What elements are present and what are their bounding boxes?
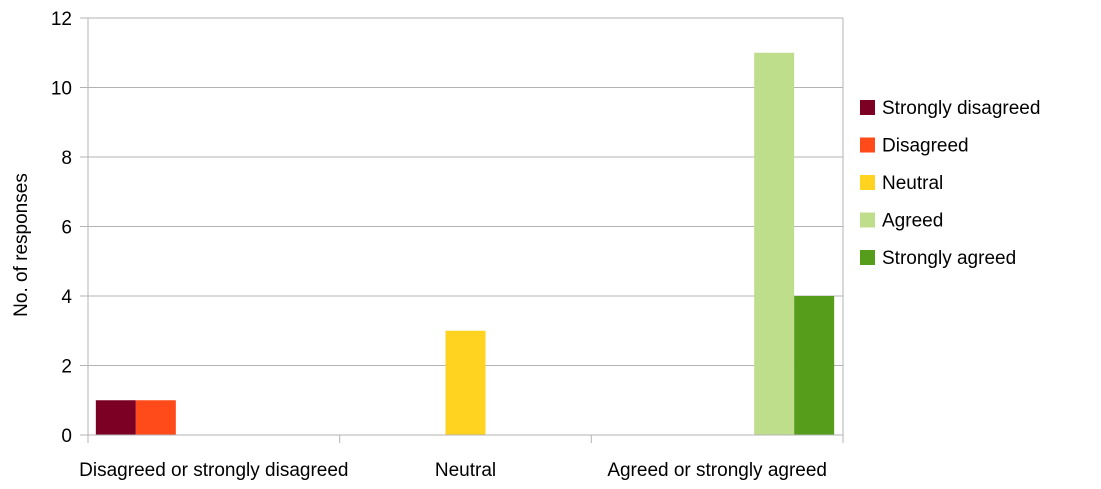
bars [95,52,835,435]
legend-item: Strongly disagreed [860,98,1040,119]
bar-strongly-disagreed [95,400,136,435]
legend: Strongly disagreed Disagreed Neutral Agreed… [860,98,1040,269]
legend-swatch [860,100,875,115]
legend-swatch [860,175,875,190]
legend-label: Strongly disagreed [882,98,1040,119]
y-tick-label: 2 [61,357,72,378]
legend-item: Agreed [860,211,943,232]
axes [80,17,844,443]
bar-neutral [445,330,486,435]
x-tick-label: Agreed or strongly agreed [607,460,827,481]
legend-label: Strongly agreed [882,248,1016,269]
legend-label: Neutral [882,173,943,194]
bar-strongly-agreed [794,296,835,435]
y-tick-label: 4 [61,287,72,308]
legend-swatch [860,250,875,265]
bar-disagreed [135,400,176,435]
x-tick-label: Neutral [435,460,496,481]
legend-label: Agreed [882,211,943,232]
legend-item: Neutral [860,173,943,194]
y-tick-label: 0 [61,426,72,447]
legend-swatch [860,137,875,153]
gridlines [88,17,843,366]
legend-swatch [860,212,875,228]
bar-agreed [754,52,795,435]
y-tick-label: 6 [61,218,72,239]
y-axis-label: No. of responses [11,173,32,317]
legend-label: Disagreed [882,136,969,157]
legend-item: Disagreed [860,136,969,157]
x-tick-label: Disagreed or strongly disagreed [79,460,348,481]
x-tick-labels: Disagreed or strongly disagreed Neutral Ag… [79,460,827,481]
y-tick-label: 12 [51,9,72,30]
legend-item: Strongly agreed [860,248,1016,269]
y-tick-label: 8 [61,148,72,169]
y-tick-labels: 0 2 4 6 8 10 12 [51,9,73,447]
y-tick-label: 10 [51,79,72,100]
